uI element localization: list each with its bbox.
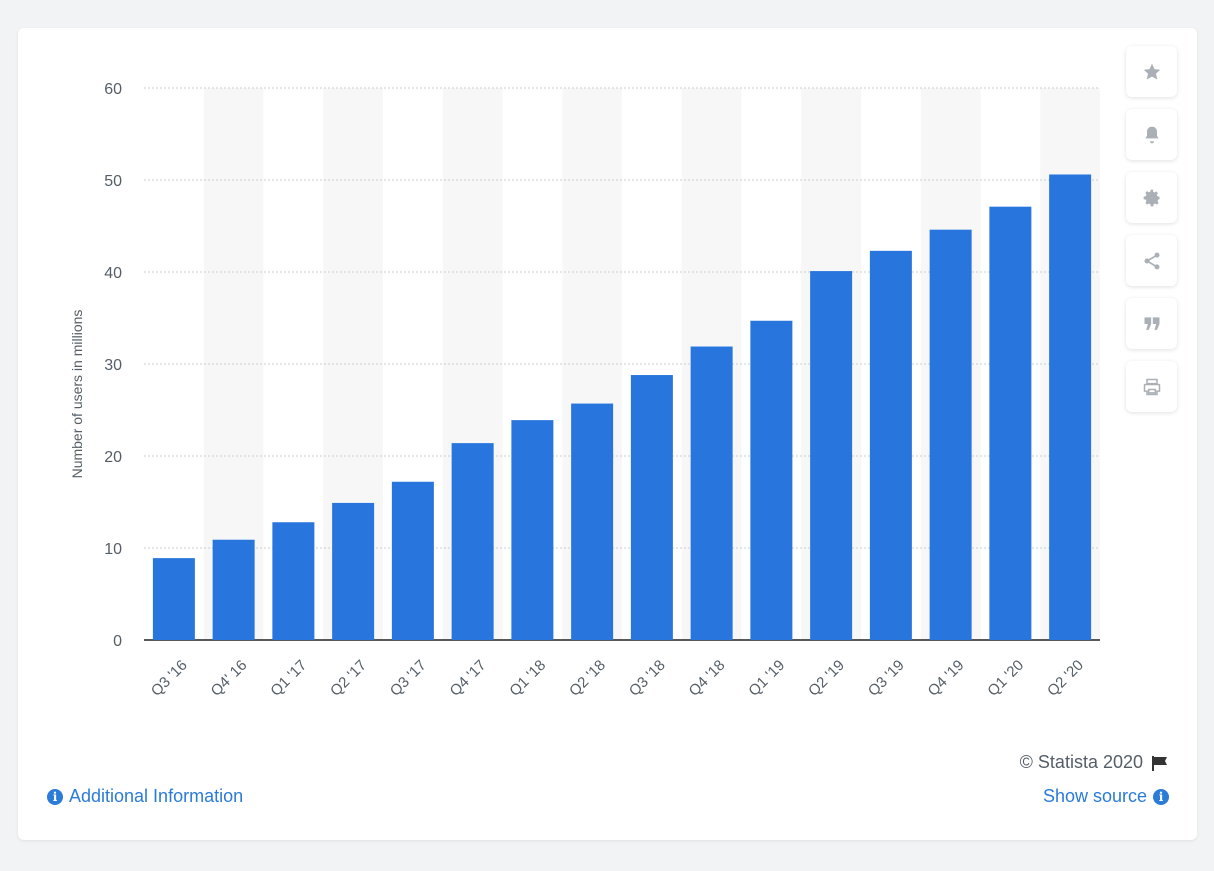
chart-toolbar bbox=[1126, 46, 1177, 424]
x-tick-label: Q3 '18 bbox=[626, 657, 669, 700]
x-tick-label: Q2 '17 bbox=[327, 657, 370, 700]
y-axis-label: Number of users in millions bbox=[69, 310, 85, 479]
bar[interactable] bbox=[451, 443, 494, 640]
copyright-text: © Statista 2020 bbox=[1019, 752, 1143, 772]
bar[interactable] bbox=[630, 375, 673, 640]
bar[interactable] bbox=[272, 522, 315, 640]
bar[interactable] bbox=[571, 403, 614, 640]
x-tick-label: Q2 '20 bbox=[1044, 657, 1087, 700]
star-icon bbox=[1143, 63, 1160, 79]
y-tick-label: 50 bbox=[104, 173, 122, 190]
bar[interactable] bbox=[332, 502, 375, 640]
show-source-label: Show source bbox=[1042, 786, 1147, 806]
bar[interactable] bbox=[212, 539, 255, 640]
bar[interactable] bbox=[391, 481, 434, 640]
settings-button[interactable] bbox=[1126, 172, 1177, 223]
copyright-notice: © Statista 2020 bbox=[1020, 752, 1169, 773]
x-tick-label: Q2 '18 bbox=[566, 657, 609, 700]
x-tick-label: Q4 '18 bbox=[686, 657, 729, 700]
quote-icon bbox=[1144, 316, 1159, 330]
additional-information-link[interactable]: i Additional Information bbox=[47, 786, 243, 807]
cite-button[interactable] bbox=[1126, 298, 1177, 349]
bar[interactable] bbox=[989, 206, 1032, 640]
bar[interactable] bbox=[511, 420, 554, 640]
x-tick-label: Q4 '19 bbox=[925, 657, 968, 700]
print-button[interactable] bbox=[1126, 361, 1177, 412]
x-tick-label: Q1 '18 bbox=[506, 657, 549, 700]
bell-icon bbox=[1144, 126, 1159, 143]
y-tick-label: 30 bbox=[104, 357, 122, 374]
bar[interactable] bbox=[929, 229, 972, 640]
gear-icon bbox=[1143, 189, 1159, 206]
share-button[interactable] bbox=[1126, 235, 1177, 286]
x-tick-label: Q3 '19 bbox=[865, 657, 908, 700]
chart-card: 0 10 20 30 40 50 60 Q3 '16 Q4' 16 Q1 '17 Q2 '17 Q3… bbox=[18, 28, 1197, 840]
show-source-link[interactable]: Show source i bbox=[1043, 786, 1169, 807]
additional-information-label: Additional Information bbox=[69, 786, 244, 806]
print-icon bbox=[1143, 378, 1160, 395]
bar[interactable] bbox=[152, 558, 195, 640]
y-tick-label: 60 bbox=[104, 81, 122, 98]
x-tick-label: Q1 '17 bbox=[267, 657, 310, 700]
bar[interactable] bbox=[1049, 174, 1092, 641]
y-tick-label: 40 bbox=[104, 265, 122, 282]
y-tick-label: 0 bbox=[113, 633, 122, 650]
x-tick-label: Q4' 16 bbox=[208, 657, 251, 700]
x-tick-label: Q1 '20 bbox=[984, 657, 1027, 700]
x-tick-label: Q1 '19 bbox=[745, 657, 788, 700]
y-tick-label: 20 bbox=[104, 449, 122, 466]
bar-chart: 0 10 20 30 40 50 60 Q3 '16 Q4' 16 Q1 '17 Q2 '17 Q3… bbox=[69, 81, 1100, 700]
info-icon: i bbox=[47, 788, 63, 805]
x-tick-label: Q4 '17 bbox=[447, 657, 490, 700]
y-tick-label: 10 bbox=[104, 541, 122, 558]
x-tick-label: Q3 '16 bbox=[148, 657, 191, 700]
bar[interactable] bbox=[810, 271, 853, 640]
x-tick-label: Q2 '19 bbox=[805, 657, 848, 700]
favorite-button[interactable] bbox=[1126, 46, 1177, 97]
bar[interactable] bbox=[869, 250, 912, 640]
notification-button[interactable] bbox=[1126, 109, 1177, 160]
share-icon bbox=[1144, 252, 1159, 269]
bar[interactable] bbox=[690, 346, 733, 640]
bar[interactable] bbox=[750, 320, 793, 640]
x-tick-label: Q3 '17 bbox=[387, 657, 430, 700]
flag-icon bbox=[1152, 755, 1167, 771]
info-icon: i bbox=[1153, 788, 1169, 805]
